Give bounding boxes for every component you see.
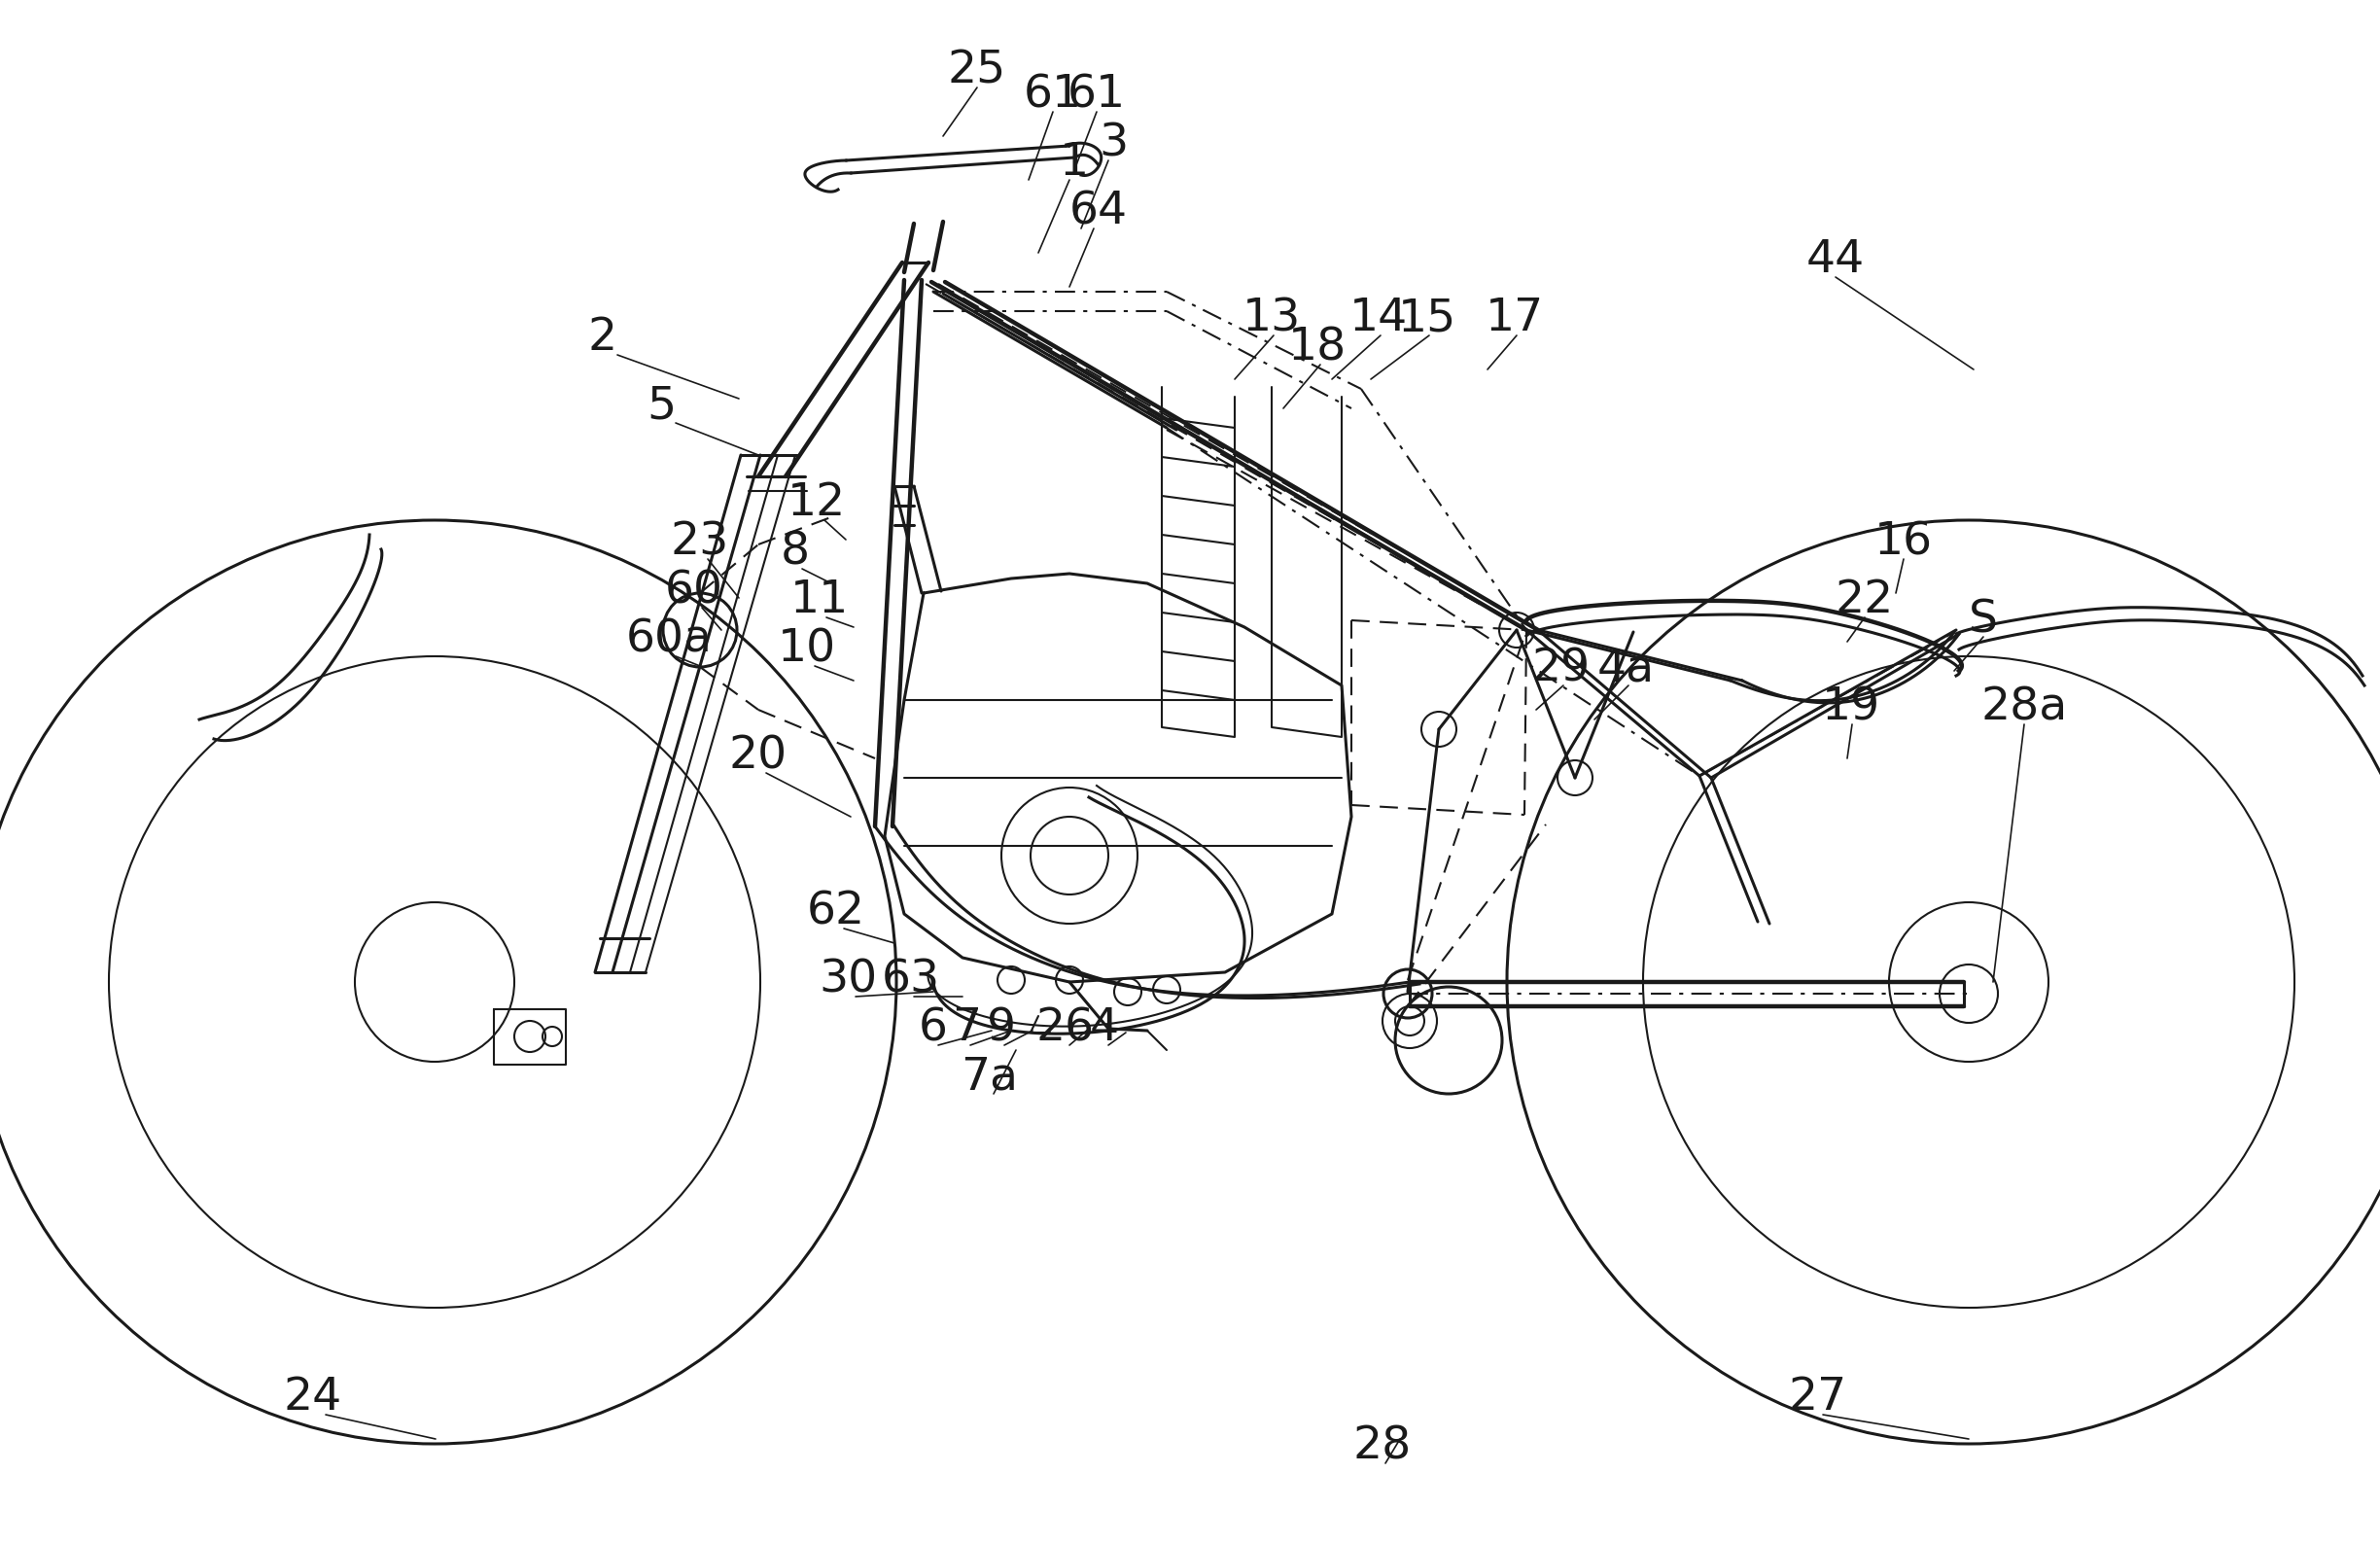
Text: 12: 12	[788, 481, 845, 526]
Text: 5: 5	[647, 384, 676, 429]
Text: 18: 18	[1288, 326, 1347, 370]
Text: 16: 16	[1875, 520, 1933, 565]
Text: 23: 23	[671, 520, 728, 565]
Text: 60: 60	[664, 569, 724, 613]
Text: 4: 4	[1090, 1006, 1119, 1051]
Text: 10: 10	[778, 628, 835, 671]
Text: 11: 11	[790, 579, 850, 623]
Text: 7: 7	[952, 1006, 981, 1051]
Text: 2: 2	[588, 316, 616, 360]
Text: 60a: 60a	[626, 617, 712, 662]
Text: 61: 61	[1023, 74, 1083, 117]
Text: 1: 1	[1059, 142, 1090, 185]
Text: 24: 24	[283, 1376, 343, 1420]
Text: 62: 62	[807, 890, 866, 934]
Text: 28: 28	[1354, 1424, 1411, 1469]
Text: 22: 22	[1835, 579, 1894, 623]
Text: 44: 44	[1806, 239, 1866, 282]
Text: 27: 27	[1790, 1376, 1847, 1420]
Text: 25: 25	[947, 49, 1007, 93]
Text: 13: 13	[1242, 298, 1302, 341]
Text: 3: 3	[1100, 122, 1128, 165]
Text: 26: 26	[1035, 1006, 1095, 1051]
Text: 15: 15	[1397, 298, 1457, 341]
Text: 17: 17	[1485, 298, 1545, 341]
Text: 30: 30	[819, 958, 876, 1001]
Text: 28a: 28a	[1980, 687, 2068, 730]
Text: 64: 64	[1069, 190, 1128, 235]
Text: 7a: 7a	[962, 1055, 1019, 1099]
Text: 9: 9	[988, 1006, 1016, 1051]
Text: S: S	[1968, 599, 1997, 642]
Text: 8: 8	[781, 531, 809, 574]
Text: 4a: 4a	[1597, 647, 1654, 691]
Text: 63: 63	[881, 958, 940, 1001]
Text: 6: 6	[919, 1006, 947, 1051]
Text: 61: 61	[1069, 74, 1126, 117]
Text: 19: 19	[1821, 687, 1880, 730]
Text: 20: 20	[728, 734, 788, 778]
Text: 29: 29	[1533, 647, 1590, 691]
Text: 14: 14	[1349, 298, 1409, 341]
